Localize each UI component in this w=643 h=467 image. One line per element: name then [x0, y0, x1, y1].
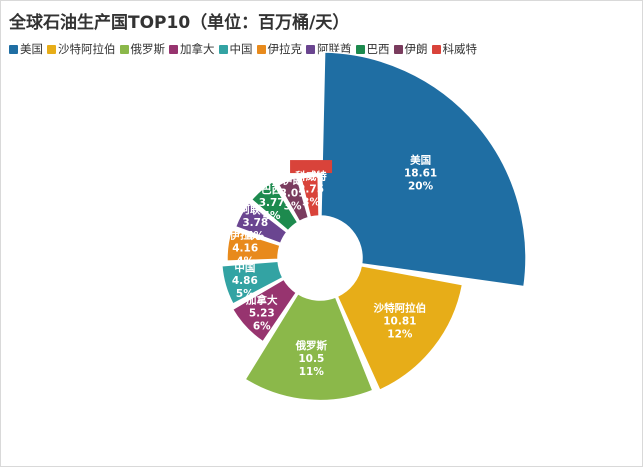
- percent-label: 5%: [236, 288, 254, 300]
- percent-label: 6%: [253, 320, 271, 332]
- legend-label: 伊拉克: [267, 42, 303, 56]
- value-label: 4.86: [232, 275, 258, 287]
- percent-label: 3%: [284, 200, 302, 212]
- legend-item[interactable]: 加拿大: [169, 41, 215, 57]
- legend-swatch: [355, 44, 365, 54]
- legend-label: 美国: [20, 42, 43, 56]
- legend-swatch: [218, 44, 228, 54]
- chart-title: 全球石油生产国TOP10（单位：百万桶/天）: [9, 13, 350, 33]
- legend: 美国 沙特阿拉伯 俄罗斯 加拿大 中国 伊拉克 阿联酋 巴西 伊朗 科威特: [9, 41, 481, 57]
- legend-item[interactable]: 中国: [218, 41, 253, 57]
- legend-swatch: [256, 44, 266, 54]
- legend-item[interactable]: 伊拉克: [256, 41, 303, 57]
- value-label: 2.75: [298, 184, 324, 196]
- legend-item[interactable]: 俄罗斯: [119, 41, 166, 57]
- legend-swatch: [393, 44, 403, 54]
- slice-中国[interactable]: [221, 260, 284, 305]
- category-label: 沙特阿拉伯: [374, 302, 427, 315]
- legend-swatch: [306, 44, 315, 54]
- legend-label: 科威特: [442, 42, 478, 56]
- category-label: 美国: [410, 154, 431, 167]
- slice-科威特[interactable]: [300, 175, 320, 218]
- slice-伊拉克[interactable]: [226, 228, 281, 262]
- percent-label: 4%: [236, 256, 254, 268]
- category-label: 伊朗: [281, 173, 303, 186]
- percent-label: 3%: [302, 197, 320, 209]
- legend-item[interactable]: 美国: [9, 41, 43, 57]
- legend-label: 中国: [229, 42, 253, 56]
- legend-item[interactable]: 科威特: [431, 41, 478, 57]
- value-label: 10.5: [298, 353, 324, 365]
- legend-label: 巴西: [366, 42, 390, 56]
- percent-label: 12%: [387, 329, 413, 341]
- slice-阿联酋[interactable]: [234, 201, 288, 245]
- legend-label: 沙特阿拉伯: [58, 42, 116, 56]
- slice-加拿大[interactable]: [231, 278, 298, 343]
- slice-美国[interactable]: [320, 51, 527, 288]
- category-label: 科威特: [295, 170, 327, 183]
- category-label: 俄罗斯: [295, 339, 328, 352]
- value-label: 3.01: [280, 187, 306, 199]
- slice-label: 中国4.865%: [232, 261, 258, 300]
- slice-俄罗斯[interactable]: [244, 292, 374, 402]
- percent-label: 4%: [263, 210, 281, 222]
- legend-swatch: [119, 44, 129, 54]
- legend-item[interactable]: 沙特阿拉伯: [47, 41, 116, 57]
- legend-label: 俄罗斯: [130, 42, 166, 56]
- legend-label: 加拿大: [180, 42, 215, 56]
- percent-label: 20%: [408, 181, 434, 193]
- value-label: 18.61: [404, 168, 437, 180]
- category-label: 加拿大: [245, 293, 278, 306]
- value-label: 3.77: [259, 197, 285, 209]
- category-label: 巴西: [261, 184, 282, 196]
- value-label: 10.81: [383, 316, 416, 328]
- slice-沙特阿拉伯[interactable]: [336, 264, 464, 391]
- slice-label: 伊朗3.013%: [280, 173, 306, 212]
- slice-巴西[interactable]: [250, 180, 299, 232]
- legend-item[interactable]: 伊朗: [393, 41, 428, 57]
- percent-label: 11%: [299, 366, 325, 378]
- value-label: 3.78: [242, 217, 268, 229]
- category-label: 中国: [234, 261, 255, 274]
- slice-伊朗[interactable]: [277, 176, 310, 223]
- legend-item[interactable]: 巴西: [355, 41, 390, 57]
- value-label: 5.23: [249, 307, 275, 319]
- slice-label: 巴西3.774%: [259, 184, 285, 222]
- percent-label: 4%: [246, 230, 264, 242]
- legend-swatch: [431, 44, 441, 54]
- label-background: [290, 160, 333, 174]
- legend-label: 伊朗: [404, 42, 428, 56]
- legend-swatch: [47, 44, 56, 54]
- value-label: 4.16: [232, 243, 258, 255]
- legend-swatch: [9, 44, 18, 54]
- legend-swatch: [169, 44, 178, 54]
